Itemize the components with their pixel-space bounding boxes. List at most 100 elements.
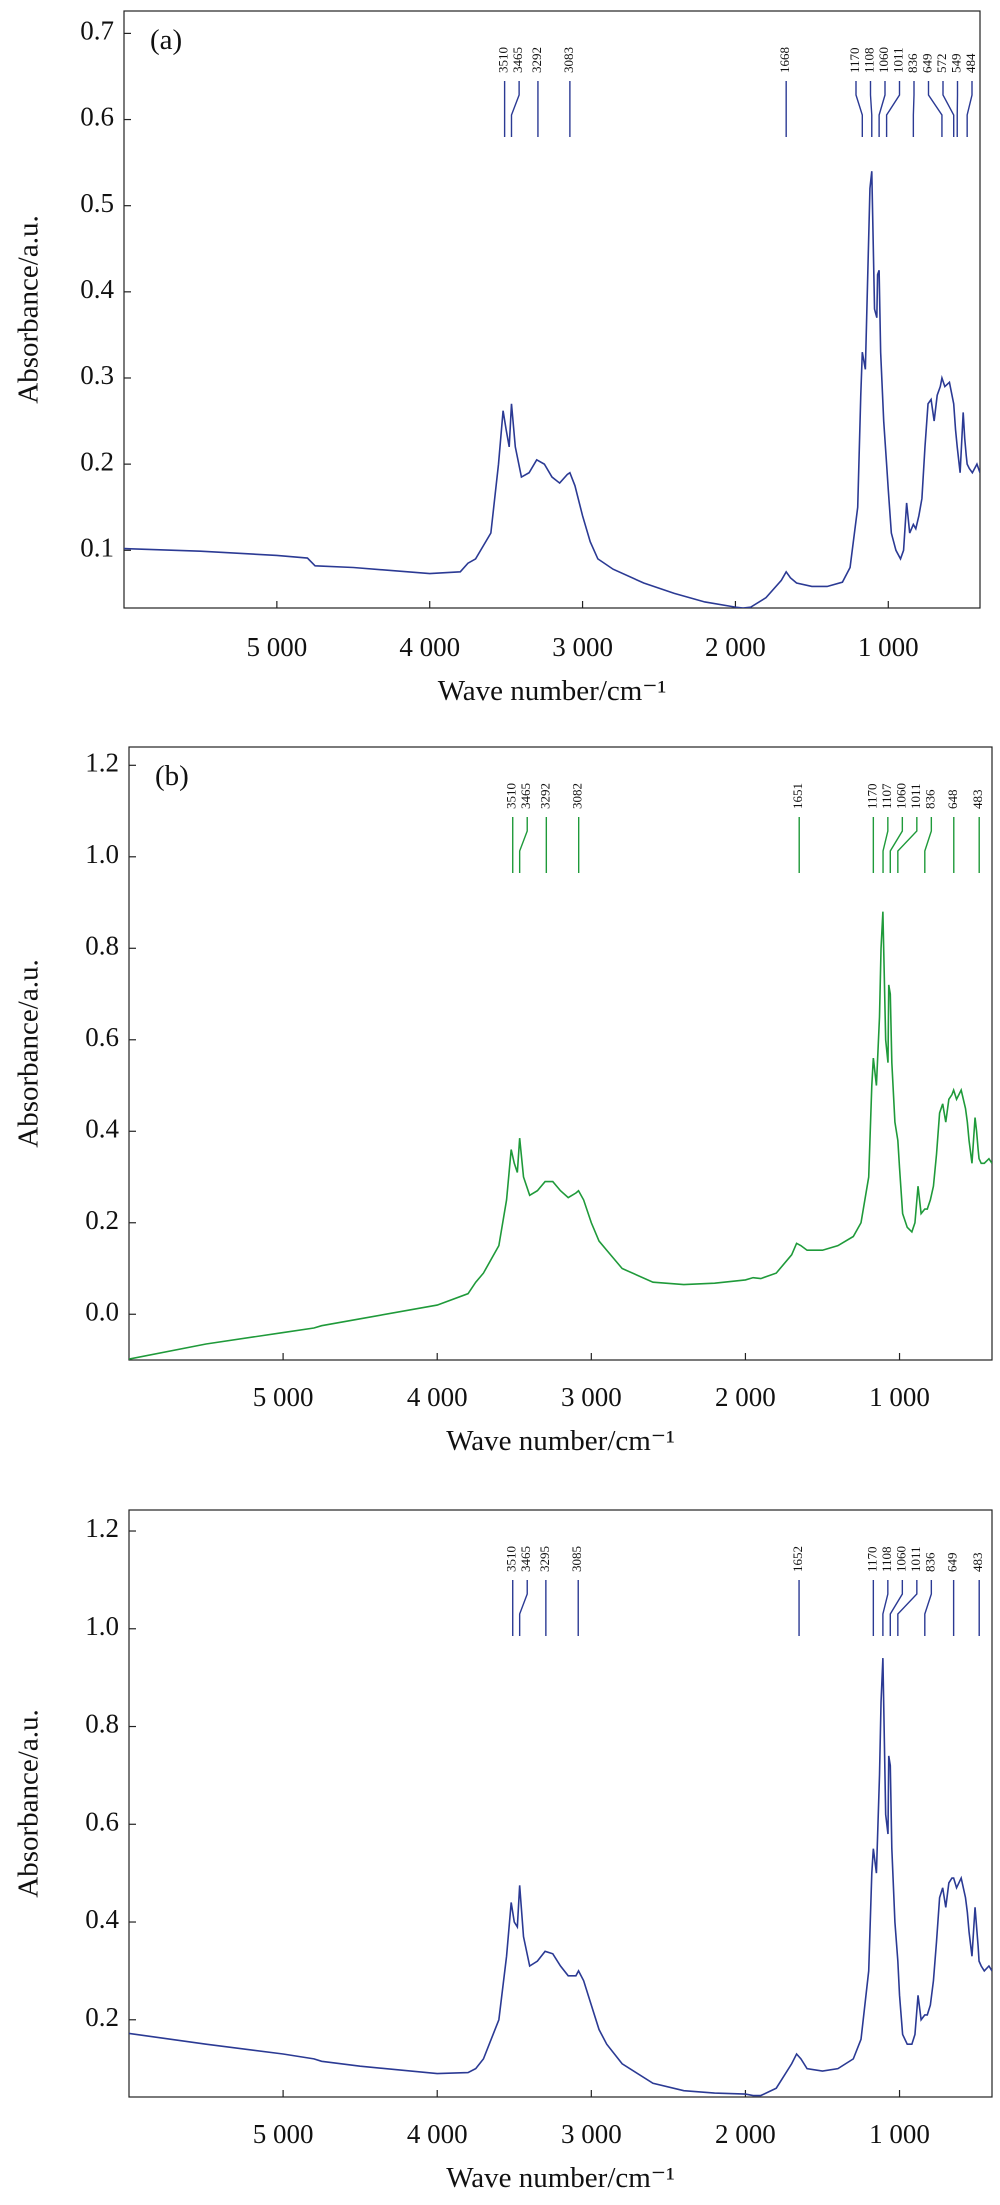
y-tick-label: 0.6 [80, 102, 114, 132]
panel-label: (b) [155, 760, 189, 792]
peak-label: 3292 [529, 47, 544, 73]
peak-marker [897, 1580, 918, 1636]
y-tick-label: 0.4 [85, 1904, 119, 1934]
y-tick-label: 0.3 [80, 360, 114, 390]
y-axis-label: Absorbance/a.u. [13, 959, 45, 1147]
peak-marker [882, 817, 889, 873]
peak-label: 3082 [570, 783, 585, 809]
peak-label: 1011 [908, 1546, 923, 1572]
peak-label: 836 [922, 1552, 937, 1572]
peak-marker [878, 81, 886, 137]
plot-frame [128, 1509, 993, 2098]
y-tick-label: 0.6 [85, 1022, 119, 1052]
x-tick-label: 1 000 [869, 1382, 930, 1412]
peak-label: 1060 [893, 783, 908, 809]
peak-label: 649 [919, 54, 934, 74]
peak-label: 3510 [496, 47, 511, 73]
y-tick-label: 0.6 [85, 1806, 119, 1836]
peak-label: 3292 [537, 783, 552, 809]
y-tick-label: 1.2 [85, 748, 119, 778]
peak-label: 1060 [893, 1546, 908, 1572]
y-tick-label: 0.2 [80, 446, 114, 476]
y-tick-label: 1.0 [85, 1611, 119, 1641]
peak-marker [897, 817, 918, 873]
peak-label: 649 [945, 1553, 960, 1573]
peak-label: 1011 [890, 47, 905, 73]
y-tick-label: 0.2 [85, 1205, 119, 1235]
peak-label: 836 [905, 53, 920, 73]
peak-marker [510, 81, 520, 137]
peak-marker [889, 817, 904, 873]
peak-marker [912, 81, 915, 137]
x-tick-label: 1 000 [858, 632, 919, 662]
peak-label: 1170 [864, 783, 879, 809]
peak-label: 483 [970, 1553, 985, 1573]
x-tick-label: 2 000 [715, 1382, 776, 1412]
plot-frame [123, 10, 981, 609]
peak-label: 549 [948, 54, 963, 74]
x-tick-label: 1 000 [869, 2119, 930, 2149]
peak-marker [966, 81, 973, 137]
panel-label: (a) [150, 24, 182, 56]
peak-label: 648 [945, 790, 960, 810]
y-tick-label: 1.0 [85, 839, 119, 869]
x-tick-label: 4 000 [407, 1382, 468, 1412]
spectrum-line [129, 1658, 992, 2097]
peak-label: 1108 [861, 47, 876, 73]
x-axis-label: Wave number/cm⁻¹ [446, 1425, 675, 1457]
x-tick-label: 2 000 [715, 2119, 776, 2149]
x-tick-label: 5 000 [253, 1382, 314, 1412]
peak-marker [885, 81, 901, 137]
y-axis-label: Absorbance/a.u. [13, 215, 45, 403]
peak-label: 3510 [504, 783, 519, 809]
peak-label: 1170 [847, 47, 862, 73]
peak-label: 3085 [569, 1546, 584, 1572]
peak-label: 1668 [777, 47, 792, 73]
y-tick-label: 0.1 [80, 532, 114, 562]
peak-marker [869, 81, 873, 137]
y-tick-label: 0.4 [85, 1113, 119, 1143]
peak-marker [518, 1580, 528, 1636]
peak-label: 836 [922, 789, 937, 809]
peak-label: 484 [963, 53, 978, 73]
x-tick-label: 3 000 [561, 2119, 622, 2149]
peak-marker [518, 817, 528, 873]
y-tick-label: 1.2 [85, 1513, 119, 1543]
peak-label: 3465 [518, 1546, 533, 1572]
peak-label: 3295 [537, 1546, 552, 1572]
peak-label: 3465 [518, 783, 533, 809]
y-axis-label: Absorbance/a.u. [13, 1709, 45, 1897]
peak-label: 3510 [504, 1546, 519, 1572]
peak-label: 1651 [790, 783, 805, 809]
y-tick-label: 0.0 [85, 1296, 119, 1326]
spectrum-line [124, 171, 980, 608]
y-tick-label: 0.5 [80, 188, 114, 218]
peak-label: 1652 [790, 1546, 805, 1572]
x-tick-label: 2 000 [705, 632, 766, 662]
peak-label: 1108 [879, 1546, 894, 1572]
y-tick-label: 0.8 [85, 930, 119, 960]
x-tick-label: 5 000 [253, 2119, 314, 2149]
plot-frame [128, 746, 993, 1361]
peak-marker [924, 817, 933, 873]
peak-marker [942, 81, 955, 137]
y-tick-label: 0.2 [85, 2002, 119, 2032]
peak-marker [882, 1580, 889, 1636]
x-tick-label: 3 000 [561, 1382, 622, 1412]
peak-label: 1107 [879, 783, 894, 809]
peak-label: 483 [970, 790, 985, 810]
peak-label: 1011 [908, 783, 923, 809]
peak-marker [889, 1580, 904, 1636]
peak-label: 3083 [561, 47, 576, 73]
peak-label: 3465 [510, 47, 525, 73]
peak-label: 572 [934, 54, 949, 74]
peak-label: 1170 [864, 1546, 879, 1572]
x-axis-label: Wave number/cm⁻¹ [446, 2162, 675, 2194]
peak-marker [927, 81, 943, 137]
peak-marker [855, 81, 863, 137]
x-tick-label: 4 000 [407, 2119, 468, 2149]
y-tick-label: 0.8 [85, 1709, 119, 1739]
peak-marker [924, 1580, 933, 1636]
spectrum-line [129, 911, 992, 1360]
